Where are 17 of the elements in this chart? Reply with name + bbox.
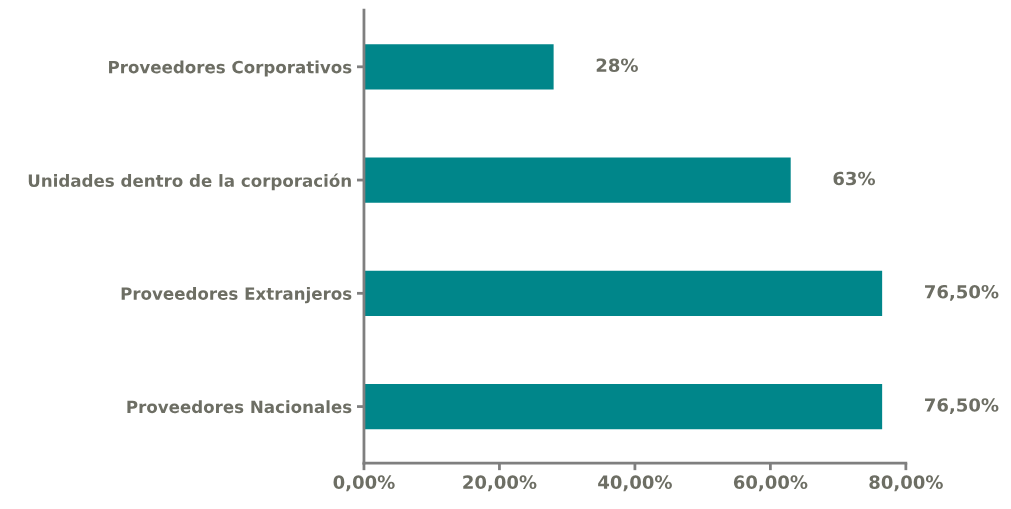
- y-tick-label: Unidades dentro de la corporación: [28, 173, 351, 191]
- bar: [363, 383, 883, 430]
- data-label: 76,50%: [925, 398, 999, 415]
- bar: [363, 270, 883, 316]
- bar: [363, 157, 791, 203]
- data-label: 28%: [596, 58, 638, 73]
- data-label: 76,50%: [925, 284, 999, 301]
- y-tick-label: Proveedores Nacionales: [127, 400, 352, 414]
- bar: [363, 44, 554, 90]
- x-tick-label: 20,00%: [463, 475, 537, 492]
- x-tick-label: 40,00%: [598, 475, 672, 492]
- y-tick-label: Proveedores Extranjeros: [121, 286, 352, 304]
- y-tick-label: Proveedores Corporativos: [109, 60, 352, 77]
- data-label: 63%: [833, 171, 876, 186]
- x-tick-label: 60,00%: [733, 475, 808, 492]
- x-tick-label: 80,00%: [869, 475, 943, 492]
- x-tick-label: 0,00%: [333, 475, 395, 492]
